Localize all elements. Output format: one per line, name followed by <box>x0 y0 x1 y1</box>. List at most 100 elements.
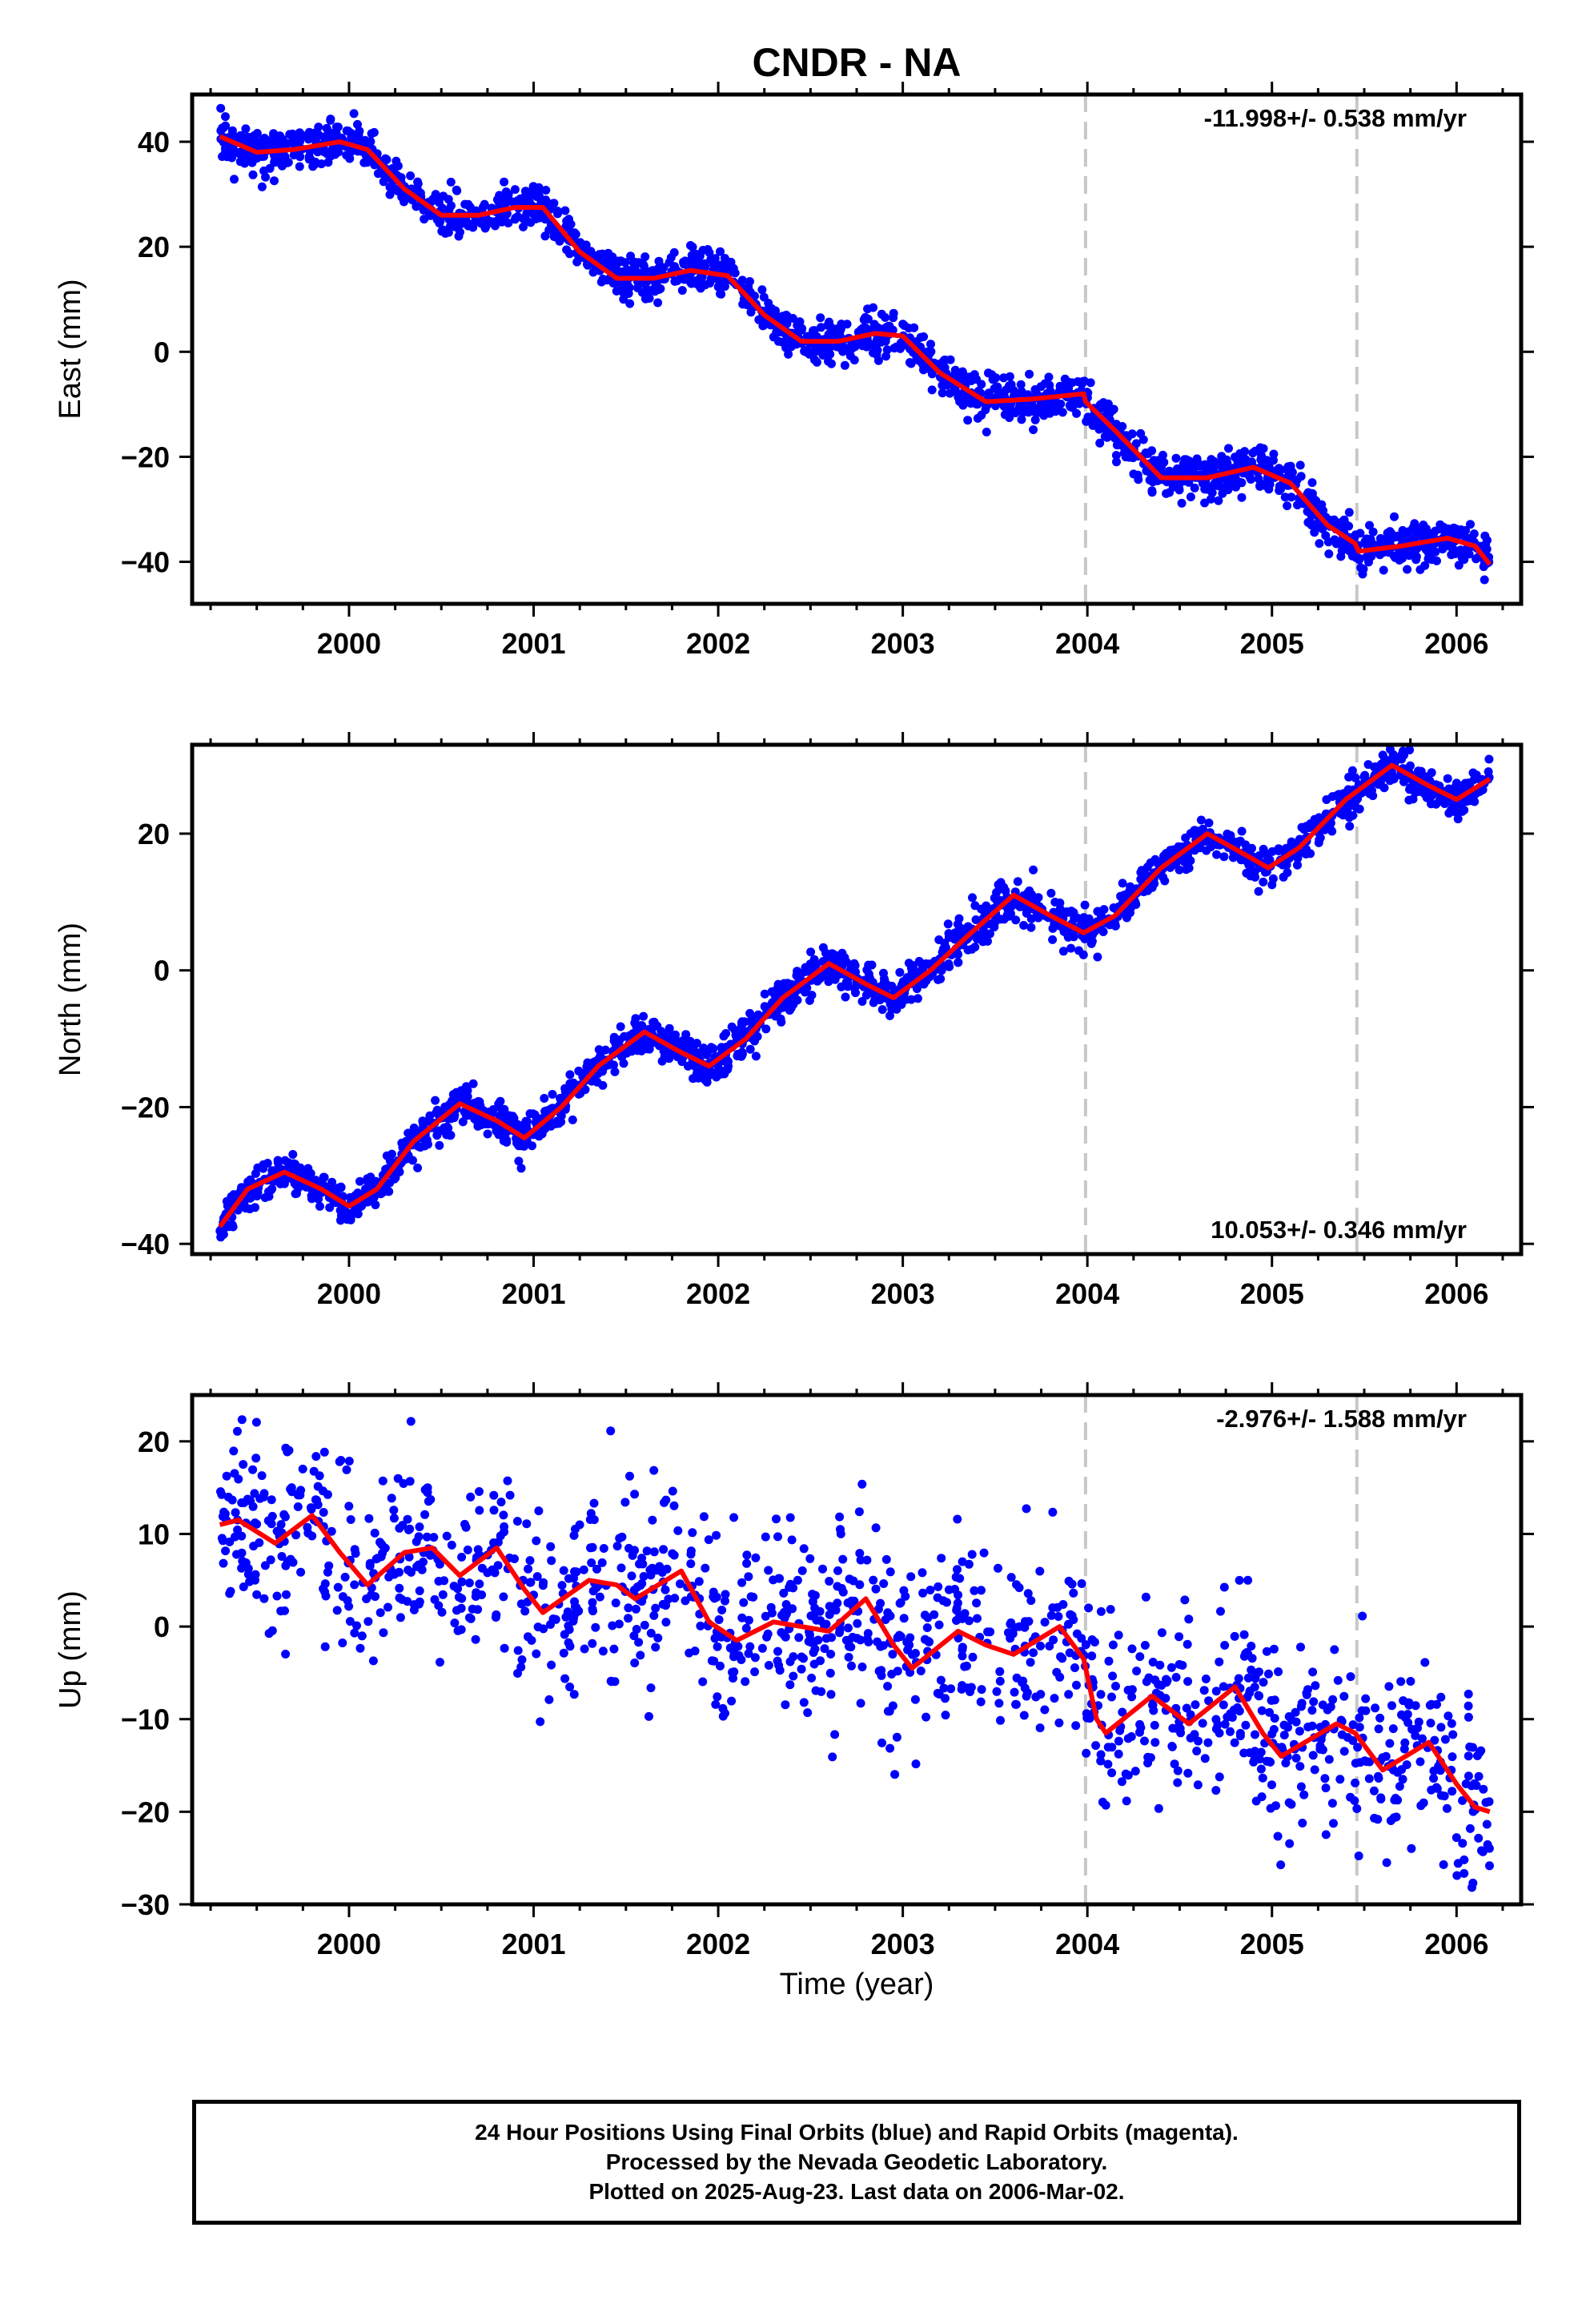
up-data-point <box>630 1490 640 1499</box>
up-data-point <box>1107 1768 1117 1778</box>
north-data-point <box>793 995 802 1005</box>
up-data-point <box>934 1582 943 1591</box>
up-data-point <box>1257 1706 1267 1715</box>
up-data-point <box>1358 1611 1367 1621</box>
up-data-point <box>1150 1720 1159 1730</box>
up-data-point <box>1279 1731 1289 1740</box>
east-data-point <box>950 369 960 379</box>
east-data-point <box>881 352 891 361</box>
up-data-point <box>1406 1677 1415 1686</box>
up-data-point <box>994 1563 1002 1573</box>
north-data-point <box>779 979 789 988</box>
east-data-point <box>465 203 475 212</box>
up-data-point <box>477 1563 487 1573</box>
up-data-point <box>591 1622 600 1632</box>
east-data-point <box>1444 541 1454 551</box>
east-data-point <box>1472 554 1481 564</box>
up-data-point <box>1269 1644 1279 1654</box>
up-data-point <box>251 1454 261 1463</box>
north-data-point <box>753 1010 763 1019</box>
up-data-point <box>624 1614 633 1623</box>
up-data-point <box>1106 1605 1115 1614</box>
east-y-tick-label: 20 <box>138 231 170 263</box>
east-data-point <box>788 314 797 323</box>
up-data-point <box>1226 1727 1235 1736</box>
up-data-point <box>1369 1786 1379 1795</box>
north-data-point <box>387 1149 396 1159</box>
east-data-point <box>240 133 250 143</box>
north-data-point <box>870 995 880 1004</box>
up-data-point <box>885 1743 895 1753</box>
up-data-point <box>489 1538 498 1547</box>
up-data-point <box>1269 1725 1279 1734</box>
north-data-point <box>917 962 927 971</box>
up-data-point <box>350 1580 359 1590</box>
up-data-point <box>744 1572 753 1582</box>
east-data-point <box>619 295 628 304</box>
up-data-point <box>797 1664 806 1674</box>
north-data-point <box>355 1176 364 1186</box>
east-data-point <box>1295 460 1305 470</box>
up-data-point <box>1258 1773 1267 1783</box>
east-y-axis-label: East (mm) <box>54 279 87 419</box>
up-data-point <box>1230 1738 1239 1747</box>
north-data-point <box>1055 904 1065 914</box>
up-data-point <box>259 1489 269 1498</box>
up-data-point <box>1484 1797 1494 1807</box>
north-data-point <box>1399 750 1409 760</box>
east-data-point <box>362 158 371 167</box>
up-data-point <box>864 1637 873 1647</box>
up-data-point <box>807 1673 817 1683</box>
up-data-point <box>588 1638 597 1648</box>
east-data-point <box>1044 372 1054 382</box>
up-data-point <box>512 1517 522 1526</box>
north-data-point <box>1013 877 1022 887</box>
up-data-point <box>243 1494 252 1504</box>
up-data-point <box>1329 1819 1338 1828</box>
up-data-point <box>781 1700 790 1710</box>
east-data-point <box>863 304 873 314</box>
north-data-point <box>806 947 816 957</box>
east-data-point <box>927 369 937 379</box>
east-x-tick-label: 2003 <box>871 627 935 660</box>
north-data-point <box>1363 760 1373 770</box>
up-data-point <box>659 1545 669 1554</box>
up-data-point <box>1346 1792 1355 1802</box>
north-data-point <box>468 1079 478 1088</box>
up-data-point <box>1127 1692 1137 1702</box>
up-data-point <box>575 1520 584 1530</box>
up-data-point <box>1150 1675 1160 1685</box>
up-data-point <box>1440 1735 1450 1744</box>
north-data-point <box>906 995 916 1004</box>
east-x-tick-label: 2004 <box>1055 627 1119 660</box>
east-data-point <box>1356 563 1366 573</box>
up-data-point <box>937 1554 946 1563</box>
up-data-point <box>688 1528 697 1538</box>
up-data-point <box>877 1738 886 1747</box>
north-data-point <box>1365 789 1375 798</box>
east-data-point <box>1177 498 1186 508</box>
north-data-point <box>761 1024 771 1034</box>
east-data-point <box>1184 477 1194 487</box>
east-data-point <box>1398 553 1407 563</box>
up-data-point <box>1251 1730 1259 1739</box>
up-data-point <box>1374 1724 1383 1734</box>
up-data-point <box>1328 1695 1338 1704</box>
north-data-point <box>363 1197 372 1207</box>
up-data-point <box>624 1603 633 1613</box>
up-data-point <box>934 1620 944 1630</box>
north-data-point <box>1293 860 1302 870</box>
up-data-point <box>351 1549 360 1558</box>
up-data-point <box>1276 1860 1286 1870</box>
up-data-point <box>1174 1632 1184 1642</box>
up-data-point <box>820 1644 829 1654</box>
up-data-point <box>1291 1707 1300 1717</box>
up-data-point <box>1182 1703 1191 1713</box>
north-data-point <box>620 1031 629 1041</box>
up-data-point <box>644 1711 653 1721</box>
east-data-point <box>602 275 612 285</box>
east-data-point <box>227 126 237 135</box>
up-data-point <box>319 1508 328 1517</box>
up-data-point <box>1215 1772 1224 1782</box>
up-data-point <box>1117 1777 1126 1787</box>
